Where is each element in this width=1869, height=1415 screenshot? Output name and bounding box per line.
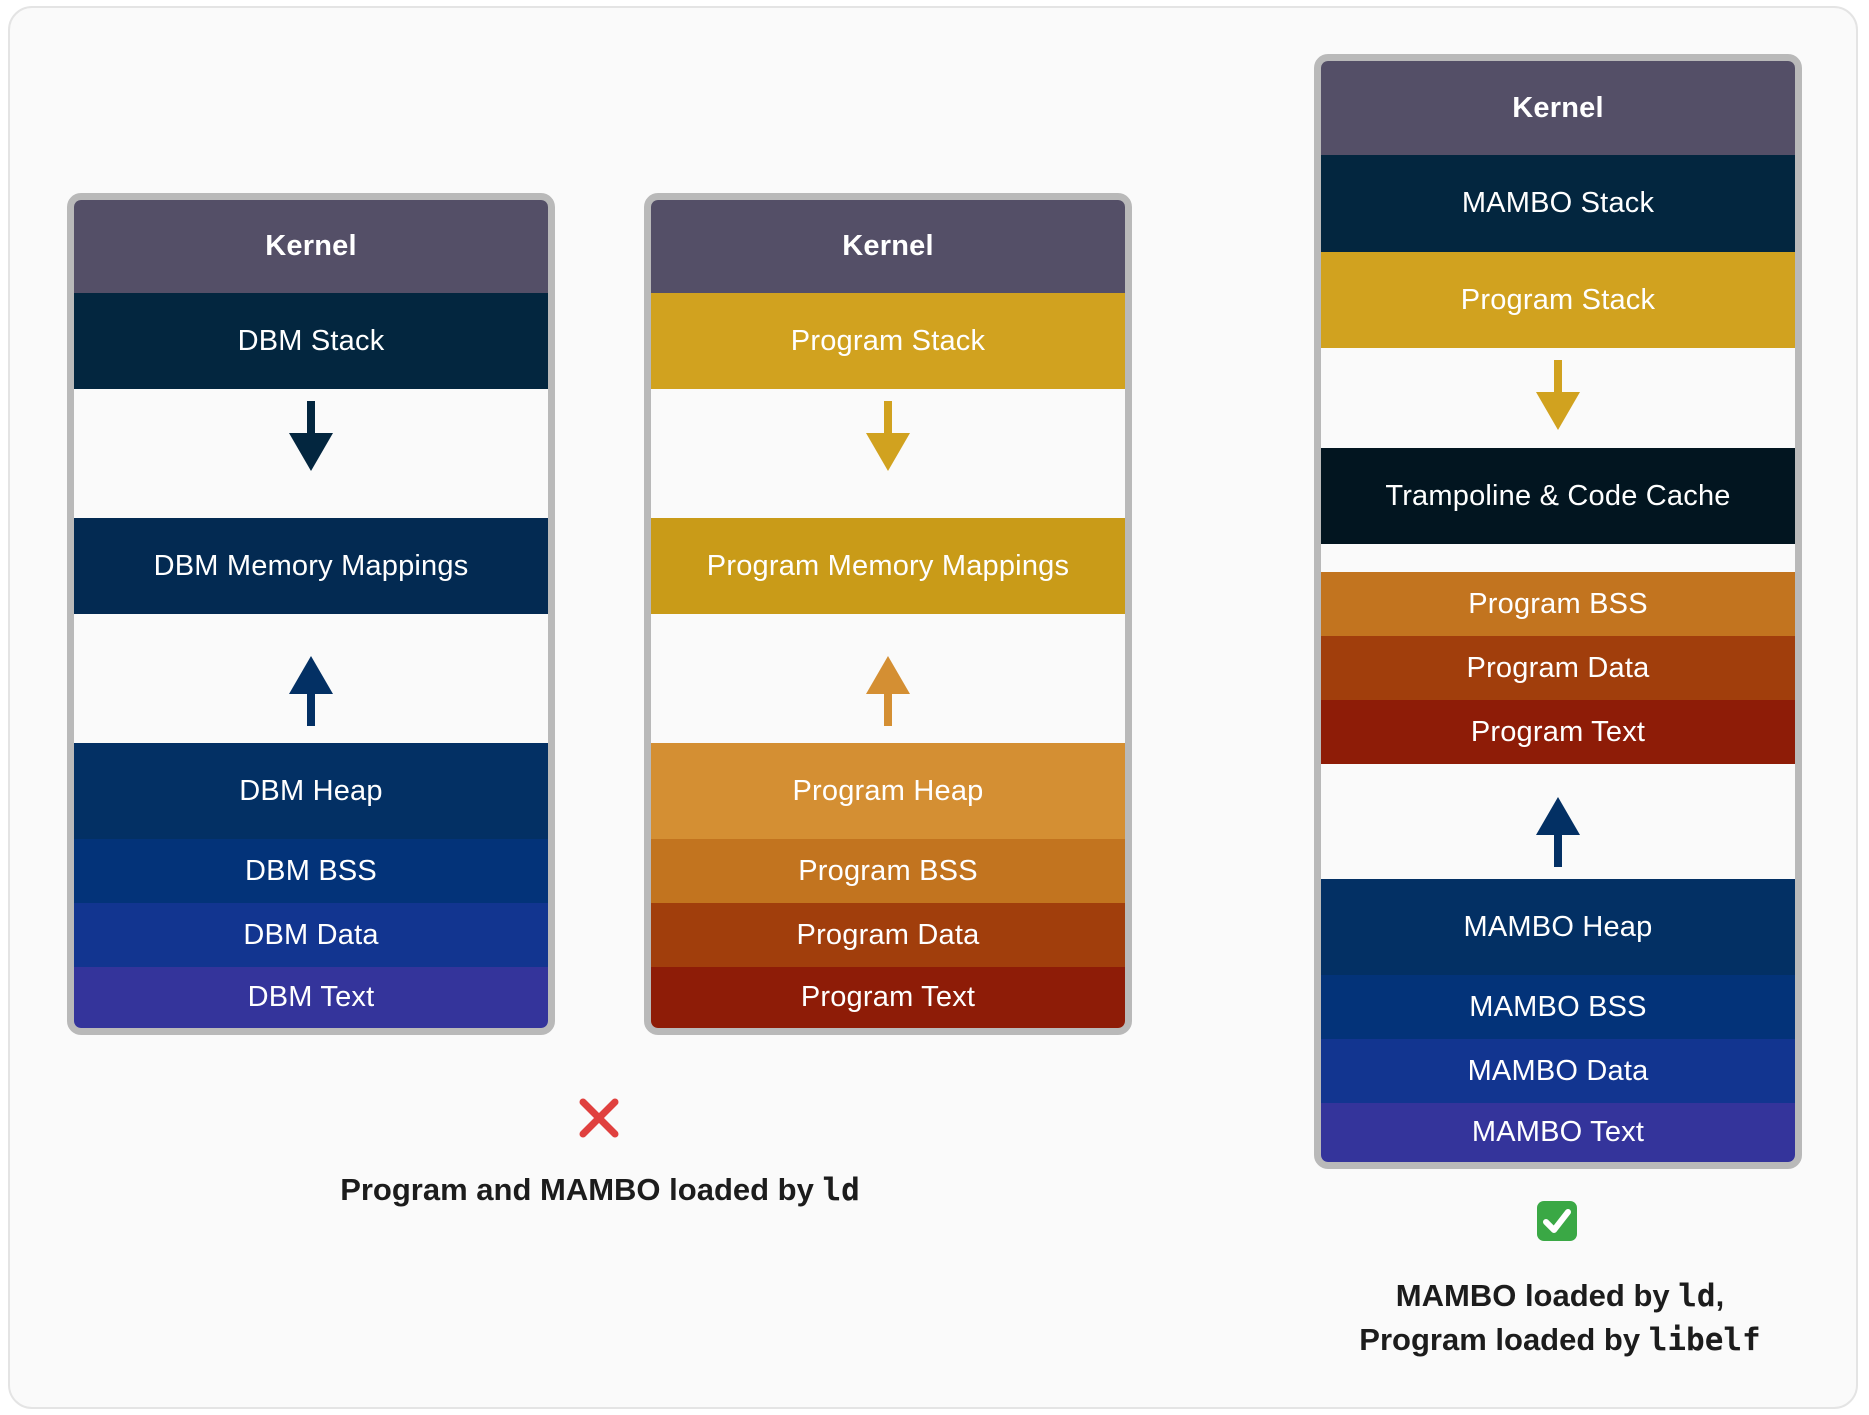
arrow-down-icon (1536, 360, 1580, 430)
right-program-stack: Program Stack (1321, 252, 1795, 348)
arrow-down-icon (866, 401, 910, 471)
middle-stack-gap (651, 389, 1125, 518)
left-kernel: Kernel (74, 200, 548, 293)
right-memory-layout: Kernel MAMBO Stack Program Stack Trampol… (1314, 54, 1802, 1169)
left-dbm-memory-mappings: DBM Memory Mappings (74, 518, 548, 614)
right-mambo-data: MAMBO Data (1321, 1039, 1795, 1103)
middle-program-memory-mappings: Program Memory Mappings (651, 518, 1125, 614)
middle-kernel: Kernel (651, 200, 1125, 293)
cross-mark-icon (574, 1096, 624, 1148)
right-caption: MAMBO loaded by ld, Program loaded by li… (1290, 1274, 1830, 1362)
check-mark-icon (1535, 1201, 1579, 1245)
right-mambo-bss: MAMBO BSS (1321, 975, 1795, 1039)
middle-program-bss: Program BSS (651, 839, 1125, 903)
left-caption: Program and MAMBO loaded by ld (240, 1168, 960, 1212)
arrow-up-icon (1536, 797, 1580, 867)
right-stack-gap (1321, 348, 1795, 448)
arrow-down-icon (289, 401, 333, 471)
right-trampoline-gap (1321, 544, 1795, 572)
left-dbm-heap: DBM Heap (74, 743, 548, 839)
right-mambo-text: MAMBO Text (1321, 1103, 1795, 1162)
right-heap-gap (1321, 764, 1795, 879)
right-caption-line-1-code: ld (1678, 1278, 1716, 1314)
left-heap-gap (74, 614, 548, 743)
right-program-bss: Program BSS (1321, 572, 1795, 636)
left-dbm-text: DBM Text (74, 967, 548, 1028)
right-caption-line-2: Program loaded by libelf (1290, 1318, 1830, 1362)
left-caption-text: Program and MAMBO loaded by (340, 1172, 823, 1207)
right-program-data: Program Data (1321, 636, 1795, 700)
right-mambo-heap: MAMBO Heap (1321, 879, 1795, 975)
left-dbm-bss: DBM BSS (74, 839, 548, 903)
middle-memory-layout: Kernel Program Stack Program Memory Mapp… (644, 193, 1132, 1035)
right-caption-line-1: MAMBO loaded by ld, (1290, 1274, 1830, 1318)
left-memory-layout: Kernel DBM Stack DBM Memory Mappings DBM… (67, 193, 555, 1035)
arrow-up-icon (289, 656, 333, 726)
right-program-text: Program Text (1321, 700, 1795, 764)
middle-program-stack: Program Stack (651, 293, 1125, 389)
middle-heap-gap (651, 614, 1125, 743)
middle-program-heap: Program Heap (651, 743, 1125, 839)
right-caption-line-2-code: libelf (1648, 1322, 1761, 1358)
left-dbm-data: DBM Data (74, 903, 548, 967)
right-mambo-stack: MAMBO Stack (1321, 155, 1795, 252)
middle-program-text: Program Text (651, 967, 1125, 1028)
left-dbm-stack: DBM Stack (74, 293, 548, 389)
right-caption-line-2-text: Program loaded by (1359, 1322, 1649, 1357)
check-mark-glyph (1537, 1201, 1577, 1241)
left-stack-gap (74, 389, 548, 518)
right-caption-line-1-suffix: , (1715, 1278, 1725, 1313)
middle-program-data: Program Data (651, 903, 1125, 967)
right-trampoline-code-cache: Trampoline & Code Cache (1321, 448, 1795, 544)
left-caption-code: ld (822, 1172, 860, 1208)
arrow-up-icon (866, 656, 910, 726)
right-kernel: Kernel (1321, 61, 1795, 155)
right-caption-line-1-text: MAMBO loaded by (1395, 1278, 1679, 1313)
cross-mark-glyph (579, 1098, 619, 1138)
